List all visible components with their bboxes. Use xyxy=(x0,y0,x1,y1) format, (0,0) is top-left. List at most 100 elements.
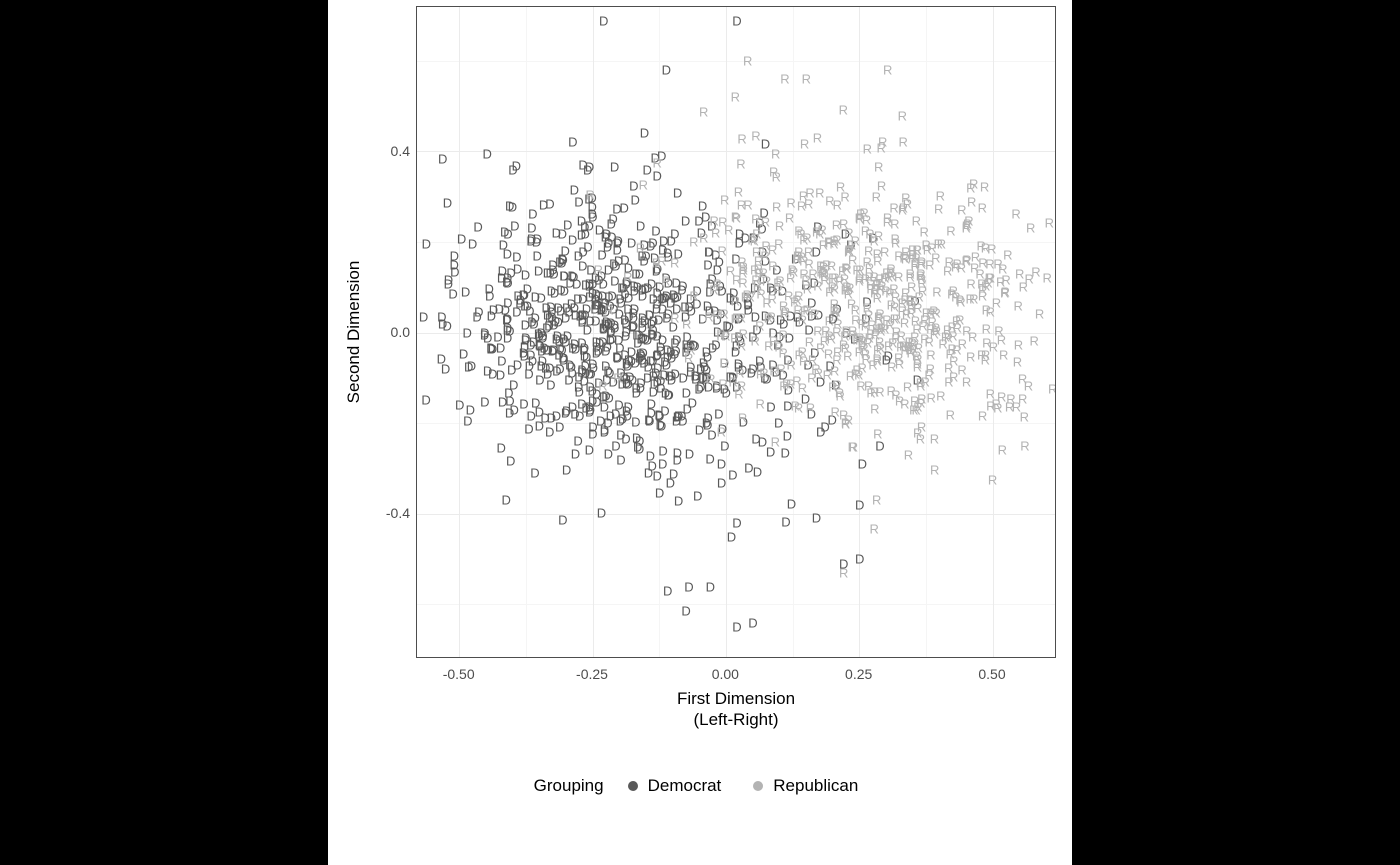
data-point: R xyxy=(810,308,819,321)
data-point: R xyxy=(895,358,904,371)
data-point: R xyxy=(870,523,879,536)
data-point: D xyxy=(574,195,583,208)
data-point: R xyxy=(771,435,780,448)
data-point: R xyxy=(717,245,726,258)
legend-dot-republican xyxy=(753,781,763,791)
data-point: D xyxy=(658,333,667,346)
data-point: D xyxy=(669,289,678,302)
data-point: R xyxy=(752,245,761,258)
data-point: D xyxy=(812,512,821,525)
data-point: R xyxy=(855,212,864,225)
data-point: D xyxy=(633,440,642,453)
data-point: D xyxy=(461,286,470,299)
data-point: D xyxy=(459,347,468,360)
data-point: D xyxy=(727,531,736,544)
data-point: R xyxy=(699,232,708,245)
data-point: D xyxy=(614,254,623,267)
data-point: D xyxy=(468,237,477,250)
data-point: R xyxy=(830,405,839,418)
data-point: D xyxy=(694,215,703,228)
data-point: R xyxy=(866,283,875,296)
data-point: R xyxy=(957,262,966,275)
data-point: R xyxy=(751,130,760,143)
data-point: D xyxy=(497,442,506,455)
x-tick-label: -0.50 xyxy=(443,666,475,682)
data-point: D xyxy=(524,368,533,381)
data-point: R xyxy=(839,103,848,116)
data-point: D xyxy=(616,454,625,467)
data-point: D xyxy=(704,246,713,259)
data-point: R xyxy=(952,344,961,357)
data-point: R xyxy=(847,297,856,310)
data-point: R xyxy=(966,182,975,195)
data-point: D xyxy=(450,266,459,279)
data-point: D xyxy=(616,429,625,442)
grid-minor-h xyxy=(417,61,1055,62)
data-point: R xyxy=(1031,266,1040,279)
data-point: R xyxy=(992,296,1001,309)
data-point: D xyxy=(714,407,723,420)
data-point: R xyxy=(996,276,1005,289)
data-point: D xyxy=(681,605,690,618)
data-point: R xyxy=(934,203,943,216)
data-point: D xyxy=(528,207,537,220)
data-point: D xyxy=(780,446,789,459)
data-point: R xyxy=(880,245,889,258)
data-point: D xyxy=(858,458,867,471)
data-point: R xyxy=(682,317,691,330)
data-point: D xyxy=(568,136,577,149)
data-point: R xyxy=(1011,208,1020,221)
data-point: D xyxy=(526,339,535,352)
data-point: D xyxy=(577,366,586,379)
data-point: R xyxy=(931,251,940,264)
data-point: R xyxy=(731,91,740,104)
data-point: D xyxy=(820,421,829,434)
data-point: R xyxy=(718,378,727,391)
data-point: D xyxy=(571,343,580,356)
data-point: R xyxy=(598,380,607,393)
data-point: R xyxy=(898,135,907,148)
data-point: R xyxy=(932,285,941,298)
data-point: R xyxy=(949,285,958,298)
data-point: D xyxy=(485,289,494,302)
data-point: R xyxy=(898,109,907,122)
data-point: R xyxy=(1015,268,1024,281)
data-point: D xyxy=(506,454,515,467)
data-point: D xyxy=(703,418,712,431)
data-point: R xyxy=(948,330,957,343)
data-point: R xyxy=(772,201,781,214)
legend-label-democrat: Democrat xyxy=(648,776,722,796)
data-point: R xyxy=(917,420,926,433)
data-point: D xyxy=(744,461,753,474)
data-point: D xyxy=(610,275,619,288)
data-point: D xyxy=(467,359,476,372)
data-point: D xyxy=(693,490,702,503)
data-point: D xyxy=(472,311,481,324)
data-point: D xyxy=(535,374,544,387)
data-point: R xyxy=(736,158,745,171)
data-point: D xyxy=(508,164,517,177)
data-point: D xyxy=(509,379,518,392)
data-point: R xyxy=(738,411,747,424)
data-point: D xyxy=(732,621,741,634)
data-point: D xyxy=(513,359,522,372)
data-point: D xyxy=(655,486,664,499)
data-point: R xyxy=(767,311,776,324)
data-point: R xyxy=(978,289,987,302)
data-point: R xyxy=(751,335,760,348)
data-point: D xyxy=(651,224,660,237)
data-point: D xyxy=(882,354,891,367)
data-point: R xyxy=(913,360,922,373)
data-point: D xyxy=(599,14,608,27)
data-point: R xyxy=(689,289,698,302)
data-point: R xyxy=(918,319,927,332)
data-point: D xyxy=(673,186,682,199)
data-point: R xyxy=(786,197,795,210)
data-point: R xyxy=(813,131,822,144)
data-point: D xyxy=(438,153,447,166)
data-point: D xyxy=(488,343,497,356)
data-point: R xyxy=(613,372,622,385)
data-point: R xyxy=(824,347,833,360)
data-point: D xyxy=(685,448,694,461)
data-point: D xyxy=(480,327,489,340)
